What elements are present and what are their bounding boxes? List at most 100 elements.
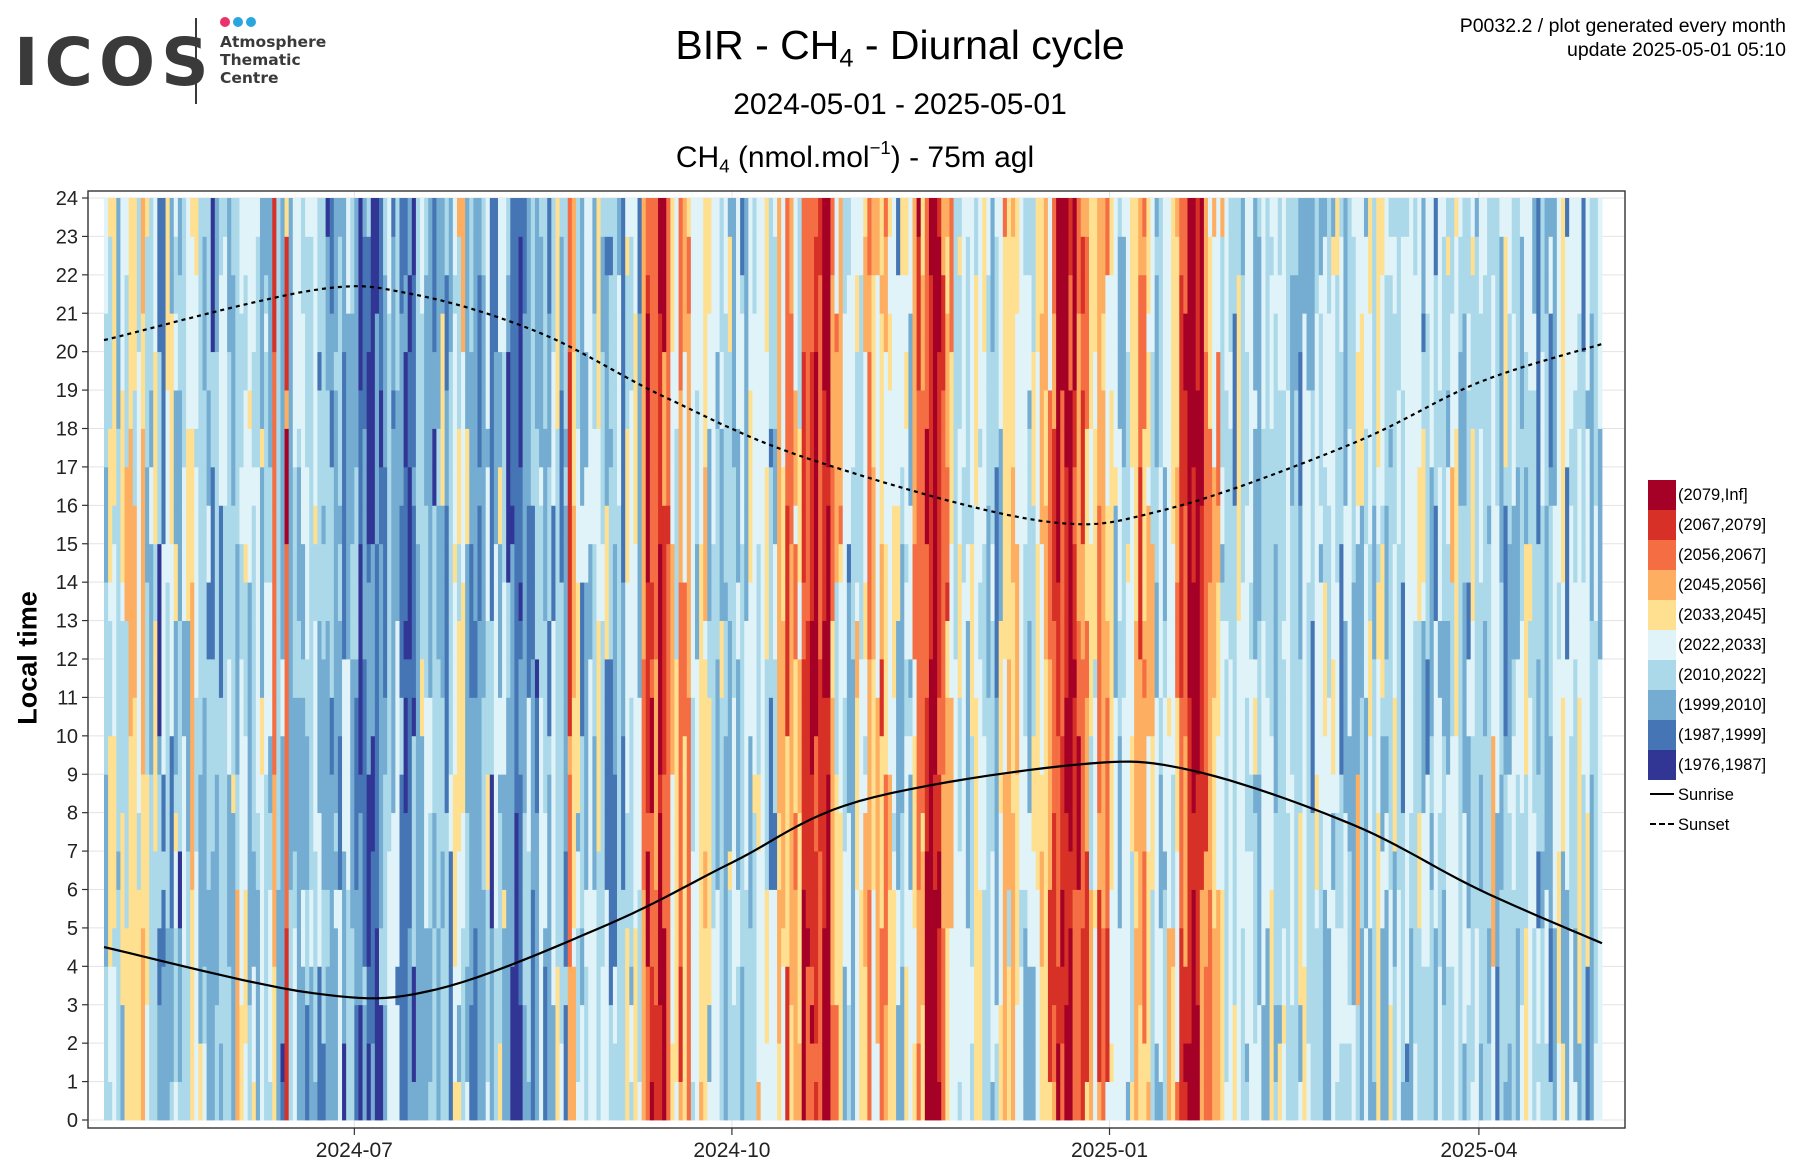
heatmap-cell [370, 659, 376, 698]
heatmap-cell [941, 505, 946, 545]
heatmap-cell [153, 697, 158, 737]
heatmap-cell [284, 966, 290, 1006]
heatmap-cell [116, 620, 121, 660]
heatmap-cell [264, 236, 269, 276]
heatmap-cell [596, 1081, 601, 1121]
heatmap-cell [104, 543, 109, 583]
heatmap-cell [896, 582, 901, 621]
heatmap-cell [633, 1004, 638, 1044]
heatmap-cell [428, 697, 433, 737]
heatmap-cell [227, 313, 232, 353]
heatmap-cell [243, 966, 249, 1006]
heatmap-cell [157, 1043, 162, 1082]
heatmap-cell [465, 889, 470, 929]
heatmap-cell [727, 659, 733, 698]
heatmap-cell [694, 351, 700, 391]
heatmap-cell [584, 851, 589, 890]
heatmap-cell [621, 236, 626, 276]
heatmap-cell [112, 735, 117, 775]
heatmap-cell [296, 1043, 302, 1082]
heatmap-cell [818, 851, 823, 890]
heatmap-cell [850, 966, 856, 1006]
heatmap-cell [202, 198, 207, 237]
heatmap-cell [452, 1004, 458, 1044]
heatmap-cell [797, 1004, 803, 1044]
heatmap-cell [317, 428, 322, 468]
heatmap-cell [662, 428, 667, 468]
heatmap-cell [891, 1081, 897, 1121]
heatmap-cell [161, 505, 166, 545]
heatmap-cell [214, 697, 220, 737]
heatmap-cell [764, 236, 770, 276]
heatmap-cell [891, 697, 897, 737]
heatmap-cell [867, 428, 872, 468]
heatmap-cell [317, 774, 322, 814]
heatmap-cell [781, 198, 786, 237]
heatmap-cell [514, 543, 519, 583]
heatmap-cell [157, 505, 162, 545]
heatmap-cell [305, 582, 310, 621]
heatmap-cell [551, 236, 556, 276]
heatmap-cell [173, 659, 179, 698]
heatmap-cell [645, 620, 651, 660]
heatmap-cell [276, 620, 281, 660]
heatmap-cell [325, 659, 331, 698]
heatmap-cell [912, 1081, 918, 1121]
heatmap-cell [715, 198, 721, 237]
heatmap-cell [748, 1004, 753, 1044]
logo-dot-blue [233, 17, 243, 27]
heatmap-cell [596, 466, 601, 506]
heatmap-cell [440, 1081, 446, 1121]
heatmap-cell [218, 1004, 224, 1044]
heatmap-cell [580, 1081, 585, 1121]
heatmap-cell [670, 428, 675, 468]
heatmap-cell [924, 466, 930, 506]
heatmap-cell [354, 313, 359, 353]
heatmap-cell [264, 659, 269, 698]
heatmap-cell [522, 505, 528, 545]
heatmap-cell [867, 1004, 872, 1044]
heatmap-cell [629, 659, 634, 698]
heatmap-cell [420, 390, 425, 429]
heatmap-cell [346, 198, 351, 237]
heatmap-cell [186, 889, 191, 929]
heatmap-cell [149, 774, 154, 814]
heatmap-cell [891, 236, 897, 276]
heatmap-cell [924, 620, 930, 660]
heatmap-cell [108, 1081, 113, 1121]
heatmap-cell [391, 505, 396, 545]
heatmap-cell [694, 198, 700, 237]
heatmap-cell [867, 351, 872, 391]
heatmap-cell [530, 198, 536, 237]
heatmap-cell [465, 1043, 470, 1082]
heatmap-cell [584, 274, 589, 314]
heatmap-cell [198, 889, 203, 929]
heatmap-cell [604, 735, 610, 775]
heatmap-cell [526, 505, 532, 545]
heatmap-cell [649, 889, 655, 929]
heatmap-cell [653, 1043, 659, 1082]
heatmap-cell [284, 659, 290, 698]
heatmap-cell [879, 543, 885, 583]
heatmap-cell [342, 505, 347, 545]
heatmap-cell [912, 927, 918, 967]
heatmap-cell [887, 390, 893, 429]
heatmap-cell [173, 774, 179, 814]
heatmap-cell [456, 428, 462, 468]
heatmap-cell [686, 1004, 692, 1044]
heatmap-cell [555, 659, 560, 698]
heatmap-cell [604, 889, 610, 929]
heatmap-cell [924, 351, 930, 391]
heatmap-cell [456, 620, 462, 660]
heatmap-cell [592, 466, 597, 506]
heatmap-cell [342, 659, 347, 698]
heatmap-cell [920, 390, 926, 429]
heatmap-cell [604, 505, 610, 545]
heatmap-cell [690, 966, 696, 1006]
heatmap-cell [928, 390, 934, 429]
heatmap-cell [723, 851, 729, 890]
heatmap-cell [407, 889, 413, 929]
heatmap-cell [731, 697, 737, 737]
heatmap-cell [276, 1043, 281, 1082]
heatmap-cell [768, 1004, 774, 1044]
